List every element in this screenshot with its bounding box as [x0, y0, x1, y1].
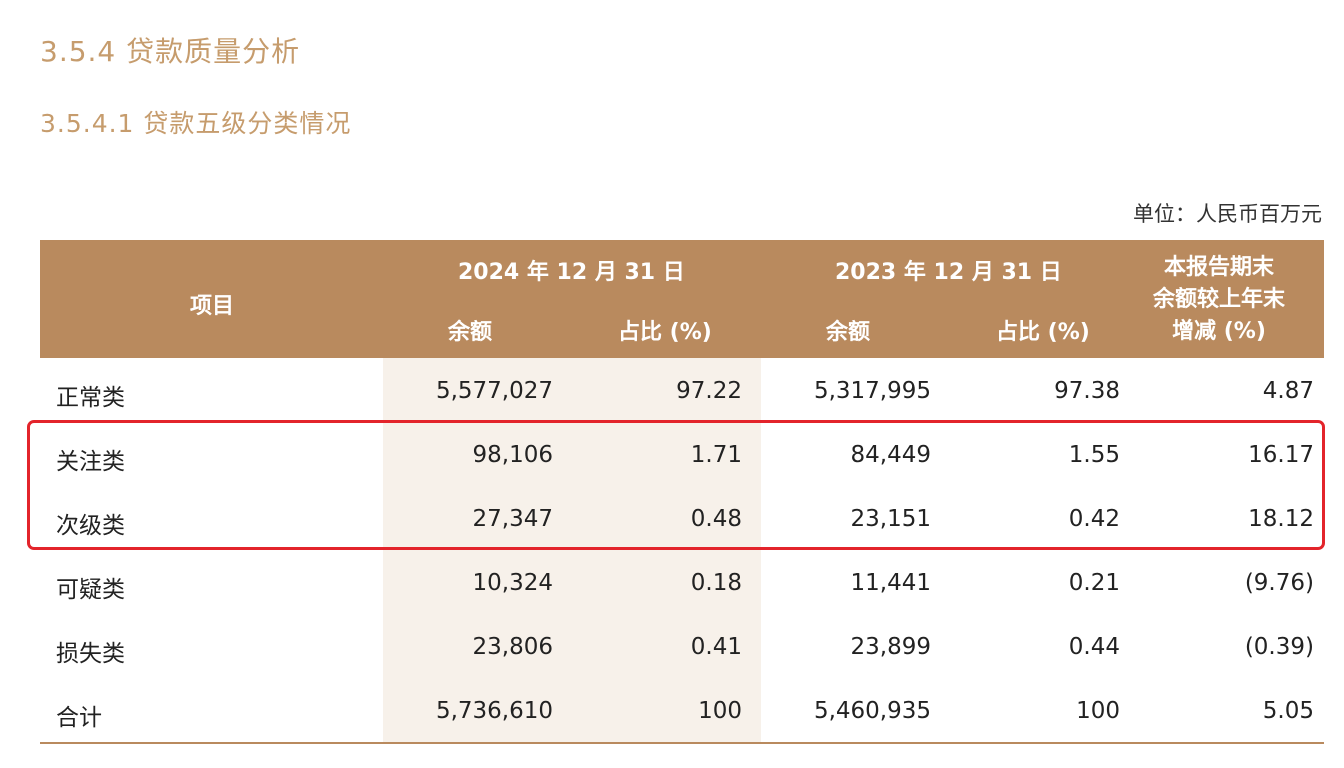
unit-label: 单位：人民币百万元: [1133, 202, 1322, 226]
share-2023: 0.21: [1068, 570, 1120, 596]
share-2024: 0.48: [690, 506, 742, 532]
row-name: 正常类: [56, 385, 125, 411]
header-change-line3: 增减 (%): [1172, 319, 1266, 344]
change-percent: 18.12: [1248, 506, 1314, 532]
row-name: 损失类: [56, 641, 125, 667]
share-2024: 97.22: [676, 378, 742, 404]
column-shade: [383, 422, 761, 486]
table-bottom-rule: [40, 742, 1324, 744]
share-2023: 1.55: [1068, 442, 1120, 468]
share-2023: 0.44: [1068, 634, 1120, 660]
header-change: 本报告期末 余额较上年末 增减 (%): [1134, 252, 1304, 348]
balance-2024: 5,736,610: [435, 698, 553, 724]
highlight-box: [27, 420, 1325, 550]
section-title: 3.5.4 贷款质量分析: [40, 35, 301, 68]
share-2023: 0.42: [1068, 506, 1120, 532]
balance-2024: 5,577,027: [435, 378, 553, 404]
column-shade: [383, 358, 761, 422]
column-shade: [383, 550, 761, 614]
header-share-2024: 占比 (%): [618, 320, 712, 345]
change-percent: 5.05: [1262, 698, 1314, 724]
table-row: 关注类 98,106 1.71 84,449 1.55 16.17: [40, 422, 1324, 486]
row-name: 关注类: [56, 449, 125, 475]
table-row: 正常类 5,577,027 97.22 5,317,995 97.38 4.87: [40, 358, 1324, 422]
table-row: 可疑类 10,324 0.18 11,441 0.21 (9.76): [40, 550, 1324, 614]
header-share-2023: 占比 (%): [996, 320, 1090, 345]
share-2024: 0.18: [690, 570, 742, 596]
share-2024: 0.41: [690, 634, 742, 660]
table-row: 损失类 23,806 0.41 23,899 0.44 (0.39): [40, 614, 1324, 678]
header-period-2023: 2023 年 12 月 31 日: [835, 260, 1062, 285]
header-item: 项目: [190, 294, 235, 319]
balance-2023: 23,151: [850, 506, 931, 532]
change-percent: (0.39): [1244, 634, 1314, 660]
loan-classification-table: 项目 2024 年 12 月 31 日 2023 年 12 月 31 日 余额 …: [40, 240, 1324, 742]
column-shade: [383, 614, 761, 678]
table-row-total: 合计 5,736,610 100 5,460,935 100 5.05: [40, 678, 1324, 742]
row-name: 合计: [56, 705, 102, 731]
header-balance-2024: 余额: [448, 320, 493, 345]
balance-2024: 98,106: [472, 442, 553, 468]
share-2023: 97.38: [1054, 378, 1120, 404]
column-shade: [383, 678, 761, 742]
share-2024: 100: [698, 698, 742, 724]
row-name: 次级类: [56, 513, 125, 539]
balance-2023: 11,441: [850, 570, 931, 596]
header-change-line2: 余额较上年末: [1152, 287, 1285, 312]
balance-2024: 27,347: [472, 506, 553, 532]
change-percent: 16.17: [1248, 442, 1314, 468]
header-balance-2023: 余额: [826, 320, 871, 345]
subsection-title: 3.5.4.1 贷款五级分类情况: [40, 109, 352, 138]
balance-2023: 5,317,995: [813, 378, 931, 404]
balance-2024: 23,806: [472, 634, 553, 660]
column-shade: [383, 486, 761, 550]
table-row: 次级类 27,347 0.48 23,151 0.42 18.12: [40, 486, 1324, 550]
balance-2023: 84,449: [850, 442, 931, 468]
header-period-2024: 2024 年 12 月 31 日: [458, 260, 685, 285]
header-change-line1: 本报告期末: [1163, 255, 1274, 280]
balance-2024: 10,324: [472, 570, 553, 596]
change-percent: (9.76): [1244, 570, 1314, 596]
row-name: 可疑类: [56, 577, 125, 603]
table-header: 项目 2024 年 12 月 31 日 2023 年 12 月 31 日 余额 …: [40, 240, 1324, 358]
balance-2023: 23,899: [850, 634, 931, 660]
table-body: 正常类 5,577,027 97.22 5,317,995 97.38 4.87…: [40, 358, 1324, 742]
balance-2023: 5,460,935: [813, 698, 931, 724]
share-2023: 100: [1076, 698, 1120, 724]
change-percent: 4.87: [1262, 378, 1314, 404]
share-2024: 1.71: [690, 442, 742, 468]
